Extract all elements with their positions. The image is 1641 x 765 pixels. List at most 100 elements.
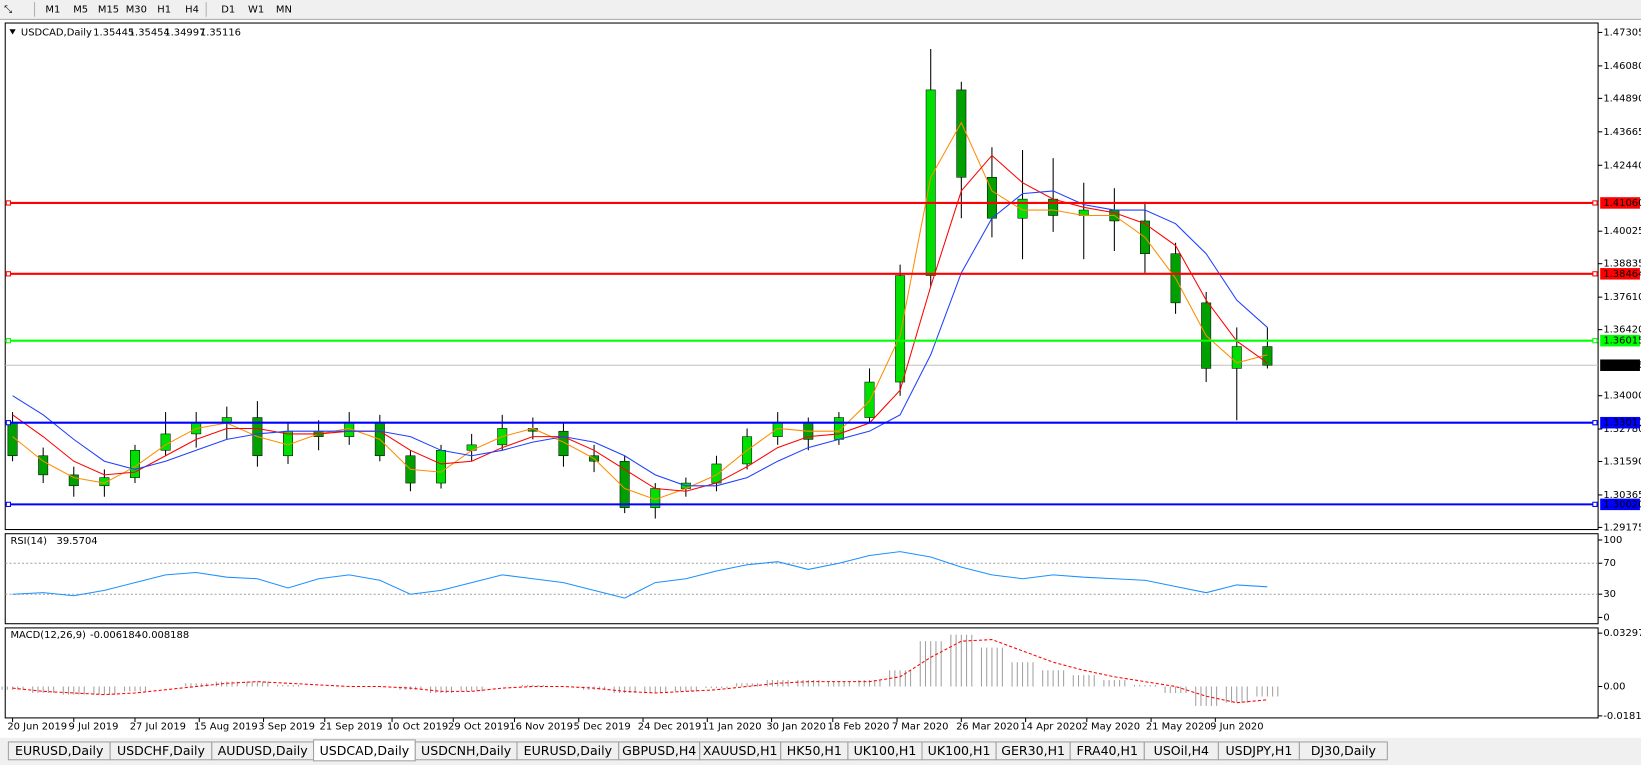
timeframe-bar: ⤡ M1 M5 M15 M30 H1 H4 D1 W1 MN	[4, 1, 298, 18]
level-label: 1.33011	[1603, 418, 1641, 429]
timeframe-button[interactable]	[39, 1, 66, 18]
timeframe-button[interactable]	[215, 1, 242, 18]
tab-box[interactable]	[1298, 741, 1388, 761]
candle-body	[466, 444, 477, 451]
candle-body	[772, 422, 783, 437]
y-tick-label: 1.30365	[1603, 490, 1641, 501]
tab[interactable]: UK100,H1	[921, 741, 997, 761]
x-tick-label: 9 Jul 2019	[69, 721, 119, 732]
indicator-title: RSI(14)	[10, 536, 47, 547]
level-handle	[1592, 338, 1598, 344]
x-tick-label: 10 Oct 2019	[387, 721, 448, 732]
tab[interactable]: AUDUSD,Daily	[211, 741, 315, 761]
tab-label[interactable]: USDCNH,Daily	[421, 743, 512, 758]
timeframe-button[interactable]	[270, 1, 298, 18]
tab[interactable]: GER30,H1	[995, 741, 1071, 761]
x-tick-label: 16 Nov 2019	[509, 721, 573, 732]
tab[interactable]: USDCHF,Daily	[109, 741, 213, 761]
timeframe-label[interactable]: H1	[157, 4, 171, 15]
timeframe-button[interactable]	[95, 1, 122, 18]
timeframe-button[interactable]	[151, 1, 178, 18]
rsi-pane	[4, 533, 1599, 625]
timeframe-button[interactable]	[243, 1, 270, 18]
y-tick-label: 70	[1603, 558, 1616, 569]
y-tick-label: 0.00	[1603, 682, 1625, 693]
timeframe-button[interactable]	[123, 1, 150, 18]
tab[interactable]: UK100,H1	[847, 741, 923, 761]
tab[interactable]: XAUUSD,H1	[699, 741, 782, 761]
level-handle	[5, 338, 11, 344]
timeframe-label[interactable]: M1	[45, 4, 60, 15]
level-label-box	[1600, 498, 1640, 511]
tab[interactable]: GBPUSD,H4	[618, 741, 701, 761]
rsi-line	[12, 551, 1268, 599]
tab-label[interactable]: USOil,H4	[1154, 743, 1209, 758]
tab[interactable]: USDCNH,Daily	[414, 741, 518, 761]
tab-label[interactable]: EURUSD,Daily	[524, 743, 613, 758]
timeframe-label[interactable]: M5	[73, 4, 88, 15]
last-price-box	[1600, 359, 1640, 371]
x-tick-label: 27 Jul 2019	[130, 721, 186, 732]
level-handle	[1592, 501, 1598, 507]
tab-label[interactable]: AUDUSD,Daily	[218, 743, 309, 758]
x-tick-label: 2 May 2020	[1082, 721, 1140, 732]
timeframe-label[interactable]: MN	[276, 4, 292, 15]
toolbar-icon: ⤡	[4, 4, 12, 15]
x-tick-label: 26 Mar 2020	[956, 721, 1019, 732]
tab[interactable]: USDCAD,Daily	[313, 739, 416, 762]
candle-body	[1048, 198, 1059, 216]
y-tick-label: 1.32780	[1603, 424, 1641, 435]
tab[interactable]: FRA40,H1	[1069, 741, 1145, 761]
tab-label[interactable]: UK100,H1	[928, 743, 991, 758]
timeframe-label[interactable]: H4	[185, 4, 199, 15]
tab-label[interactable]: GBPUSD,H4	[622, 743, 696, 758]
tab-label[interactable]: GER30,H1	[1001, 743, 1065, 758]
tab-label[interactable]: FRA40,H1	[1077, 743, 1138, 758]
tab-label[interactable]: USDCAD,Daily	[320, 743, 410, 758]
tab-label[interactable]: HK50,H1	[787, 743, 842, 758]
timeframe-label[interactable]: W1	[248, 4, 264, 15]
x-tick-label: 3 Sep 2019	[258, 721, 315, 732]
tab[interactable]: HK50,H1	[780, 741, 849, 761]
y-tick-label: 1.38835	[1603, 259, 1641, 270]
timeframe-label[interactable]: M15	[98, 4, 119, 15]
level-handle	[5, 271, 11, 277]
timeframe-button[interactable]	[67, 1, 94, 18]
y-tick-label: 1.47305	[1603, 27, 1641, 38]
tab[interactable]: USDJPY,H1	[1217, 741, 1300, 761]
candle-body	[38, 455, 49, 476]
x-tick-label: 21 Sep 2019	[320, 721, 383, 732]
tab-label[interactable]: USDJPY,H1	[1225, 743, 1292, 758]
timeframe-button[interactable]	[178, 1, 206, 18]
level-label-box	[1600, 197, 1640, 209]
level-handle	[5, 501, 11, 507]
indicator-title: MACD(12,26,9)	[10, 630, 86, 641]
quote-value: 1.34997	[164, 27, 205, 38]
tab-label[interactable]: XAUUSD,H1	[703, 743, 778, 758]
y-tick-label: 1.42440	[1603, 160, 1641, 171]
tab-label[interactable]: EURUSD,Daily	[15, 743, 104, 758]
tab-label[interactable]: DJ30,Daily	[1311, 743, 1377, 758]
y-tick-label: 1.37610	[1603, 292, 1641, 303]
level-label-box	[1600, 268, 1640, 280]
level-label: 1.41060	[1603, 198, 1641, 209]
tab-label[interactable]: USDCHF,Daily	[117, 743, 206, 758]
level-handle	[5, 420, 11, 426]
y-tick-label: 1.31590	[1603, 456, 1641, 467]
quote-value: 1.35445	[93, 27, 134, 38]
level-label: 1.36015	[1603, 336, 1641, 347]
tab-label[interactable]: UK100,H1	[854, 743, 917, 758]
y-tick-label: 1.44890	[1603, 93, 1641, 104]
tab[interactable]: EURUSD,Daily	[7, 741, 111, 761]
candle-body	[619, 460, 630, 508]
timeframe-label[interactable]: D1	[221, 4, 235, 15]
timeframe-label[interactable]: M30	[126, 4, 147, 15]
tab[interactable]: DJ30,Daily	[1298, 741, 1388, 761]
tab[interactable]: USOil,H4	[1143, 741, 1219, 761]
y-tick-label: -0.018154	[1603, 711, 1641, 722]
last-price-label: 1.35116	[1603, 360, 1641, 371]
candle-body	[864, 381, 875, 418]
candle-body	[160, 433, 171, 451]
tab[interactable]: EURUSD,Daily	[516, 741, 620, 761]
